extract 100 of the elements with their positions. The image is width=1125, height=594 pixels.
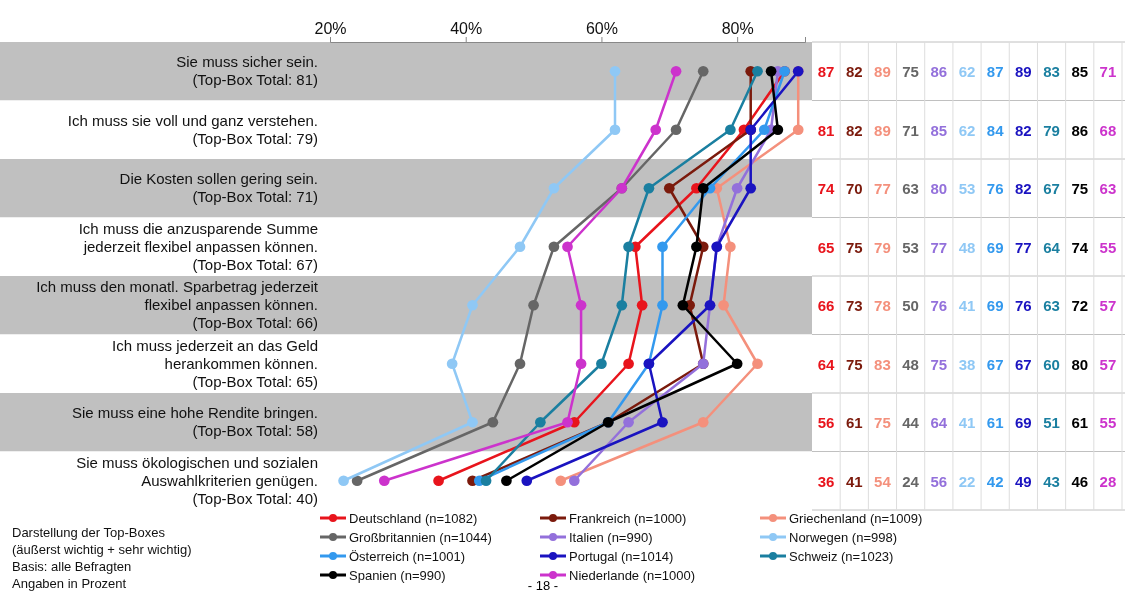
data-label: 80 (1071, 355, 1089, 373)
data-label: 43 (1043, 472, 1060, 490)
legend-label: Österreich (n=1001) (349, 549, 465, 564)
point (718, 299, 729, 311)
point (657, 299, 668, 311)
data-label: 76 (986, 180, 1004, 198)
data-label: 42 (986, 472, 1004, 490)
data-label: 66 (817, 297, 835, 315)
legend-label: Norwegen (n=998) (789, 530, 898, 545)
point (623, 358, 634, 370)
point (745, 182, 757, 194)
data-label: 84 (986, 121, 1005, 139)
data-label: 75 (930, 355, 948, 373)
point (562, 241, 573, 253)
point (596, 358, 607, 370)
point (691, 241, 702, 253)
data-label: 69 (986, 238, 1004, 256)
data-label: 65 (817, 238, 835, 256)
data-label: 60 (1043, 355, 1060, 373)
point (650, 124, 662, 136)
point (697, 182, 709, 194)
data-label: 56 (817, 414, 835, 432)
data-label: 75 (845, 238, 863, 256)
point (514, 358, 526, 370)
data-label: 74 (1071, 238, 1089, 256)
data-label: 49 (1015, 472, 1032, 490)
data-label: 71 (1099, 63, 1117, 81)
y-tick-label: Sie muss sicher sein. (Top-Box Total: 81) (176, 53, 318, 89)
data-label: 68 (1099, 121, 1117, 139)
point (548, 182, 560, 194)
point (535, 416, 546, 428)
point (467, 299, 478, 311)
data-label: 53 (902, 238, 919, 256)
x-tick-label: 20% (314, 20, 347, 37)
data-label: 51 (1043, 414, 1060, 432)
text: (äußerst wichtig + sehr wichtig) (12, 542, 192, 557)
point (623, 416, 634, 428)
point (725, 241, 736, 253)
data-label: 82 (1015, 121, 1032, 139)
data-label: 41 (958, 297, 976, 315)
data-label: 61 (845, 414, 863, 432)
point (657, 241, 668, 253)
point (514, 241, 526, 253)
data-label: 54 (874, 472, 892, 490)
point (623, 241, 634, 253)
point (643, 182, 655, 194)
point (609, 65, 621, 77)
data-label: 81 (817, 121, 835, 139)
y-tick-label: Ich muss die anzusparende Summe jederzeit flexibel anpassen können. (Top-Box Total: 67) (78, 219, 318, 273)
point (731, 182, 743, 194)
data-label: 24 (902, 472, 920, 490)
point (501, 475, 512, 487)
legend-label: Portugal (n=1014) (569, 549, 674, 564)
legend-label: Griechenland (n=1009) (789, 511, 923, 526)
point (697, 65, 709, 77)
point (752, 65, 763, 77)
y-tick-label: Sie muss eine hohe Rendite bringen. (Top-Box Total: 58) (72, 404, 318, 440)
y-tick-label: Sie muss ökologischen und sozialen Auswahlkriterien genügen. (Top-Box Total: 40) (76, 453, 318, 507)
data-label: 77 (930, 238, 948, 256)
point (351, 475, 363, 487)
data-label: 50 (902, 297, 919, 315)
legend-label: Italien (n=990) (569, 530, 653, 545)
point (562, 416, 573, 428)
data-label: 69 (1015, 414, 1032, 432)
data-label: 55 (1099, 238, 1117, 256)
point (521, 475, 533, 487)
y-tick-label: Ich muss jederzeit an das Geld herankommen können. (Top-Box Total: 65) (112, 336, 318, 390)
data-label: 76 (1015, 297, 1032, 315)
data-label: 72 (1071, 297, 1089, 315)
data-label: 79 (874, 238, 891, 256)
point (670, 65, 682, 77)
x-tick-label: 80% (721, 20, 754, 37)
data-label: 83 (1043, 63, 1060, 81)
point (616, 299, 628, 311)
data-label: 57 (1099, 297, 1117, 315)
point (636, 299, 648, 311)
point (758, 124, 770, 136)
point (663, 182, 675, 194)
data-label: 83 (874, 355, 891, 373)
text: - 18 - (527, 578, 559, 593)
data-label: 89 (874, 121, 891, 139)
data-label: 82 (845, 121, 863, 139)
data-label: 75 (874, 414, 891, 432)
data-label: 41 (845, 472, 863, 490)
data-label: 61 (986, 414, 1004, 432)
data-label: 48 (958, 238, 976, 256)
data-label: 85 (1071, 63, 1089, 81)
data-label: 36 (817, 472, 835, 490)
data-label: 86 (930, 63, 948, 81)
data-label: 82 (1015, 180, 1032, 198)
legend-label: Frankreich (n=1000) (569, 511, 687, 526)
data-label: 64 (817, 355, 836, 373)
point (725, 124, 736, 136)
text: Angaben in Prozent (12, 576, 127, 591)
data-label: 61 (1071, 414, 1089, 432)
data-label: 63 (902, 180, 919, 198)
point (446, 358, 458, 370)
data-label: 89 (874, 63, 891, 81)
data-label: 63 (1043, 297, 1060, 315)
data-label: 75 (902, 63, 919, 81)
